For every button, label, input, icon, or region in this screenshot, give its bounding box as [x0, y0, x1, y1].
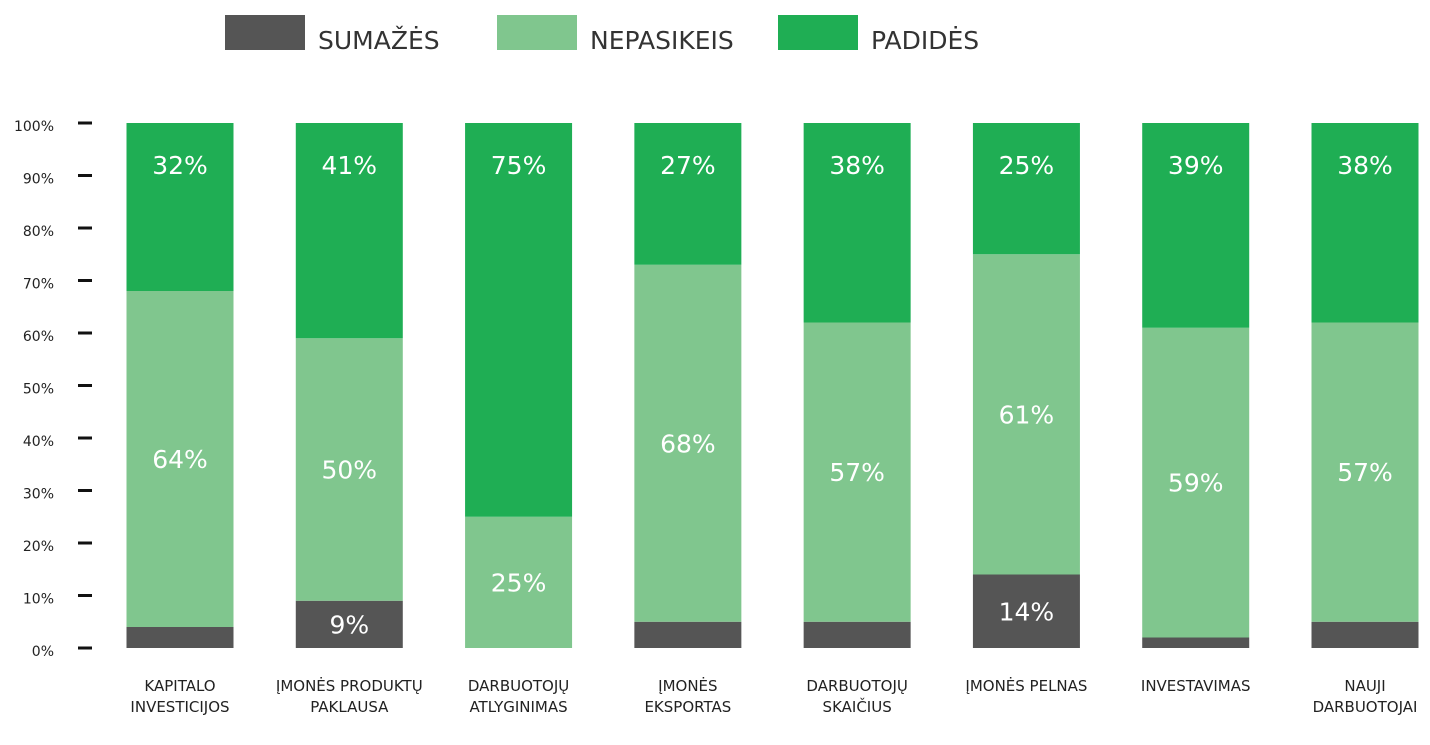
bar-segment	[1311, 621, 1419, 648]
value-label: 64%	[152, 445, 208, 474]
y-tick-label: 20%	[23, 539, 54, 555]
bar-segment	[295, 123, 403, 339]
y-tick-label: 70%	[23, 277, 54, 293]
bar-segment	[465, 123, 573, 517]
legend-label: NEPASIKEIS	[590, 26, 734, 55]
y-tick-label: 60%	[23, 329, 54, 345]
bar-segment	[972, 254, 1080, 575]
bar-segment	[803, 322, 911, 622]
bar-segment	[126, 627, 234, 648]
x-tick-label: DARBUOTOJŲ ATLYGINIMAS	[467, 677, 570, 716]
value-label: 57%	[829, 458, 885, 487]
x-tick-label: KAPITALO INVESTICIJOS	[130, 677, 230, 716]
bar-segment	[126, 123, 234, 291]
x-tick-label: ĮMONĖS PELNAS	[965, 677, 1088, 695]
y-tick-label: 0%	[32, 644, 54, 660]
bar-segment	[972, 123, 1080, 255]
value-label: 59%	[1168, 469, 1224, 498]
bar-segment	[1311, 123, 1419, 323]
y-tick-label: 40%	[23, 434, 54, 450]
value-label: 9%	[329, 610, 369, 639]
bar-segment	[465, 516, 573, 648]
x-tick-label: ĮMONĖS PRODUKTŲ PAKLAUSA	[275, 677, 423, 716]
value-label: 14%	[999, 597, 1055, 626]
legend-label: PADIDĖS	[871, 26, 979, 55]
legend-swatch	[225, 15, 305, 50]
x-tick-label: ĮMONĖS EKSPORTAS	[644, 677, 732, 716]
bar-segment	[803, 123, 911, 323]
x-tick-label: NAUJI DARBUOTOJAI	[1312, 677, 1418, 716]
x-tick-label: INVESTAVIMAS	[1140, 677, 1251, 695]
value-label: 61%	[999, 400, 1055, 429]
bar-segment	[1142, 637, 1250, 648]
value-label: 39%	[1168, 151, 1224, 180]
y-tick-label: 80%	[23, 224, 54, 240]
value-label: 27%	[660, 151, 716, 180]
bar-segment	[803, 621, 911, 648]
y-tick-label: 30%	[23, 487, 54, 503]
value-label: 25%	[999, 151, 1055, 180]
value-label: 38%	[1337, 151, 1393, 180]
y-tick-label: 90%	[23, 172, 54, 188]
bar-segment	[1142, 327, 1250, 638]
bar-segment	[126, 291, 234, 627]
value-label: 57%	[1337, 458, 1393, 487]
value-label: 68%	[660, 429, 716, 458]
value-label: 32%	[152, 151, 208, 180]
value-label: 41%	[321, 151, 377, 180]
y-tick-label: 10%	[23, 592, 54, 608]
value-label: 25%	[491, 568, 547, 597]
x-tick-label: DARBUOTOJŲ SKAIČIUS	[806, 677, 908, 716]
y-tick-label: 50%	[23, 382, 54, 398]
bar-segment	[634, 123, 742, 265]
bar-segment	[1311, 322, 1419, 622]
legend-swatch	[497, 15, 577, 50]
bar-segment	[972, 574, 1080, 648]
bar-segment	[295, 600, 403, 648]
legend-swatch	[778, 15, 858, 50]
y-tick-label: 100%	[14, 119, 54, 135]
value-label: 38%	[829, 151, 885, 180]
bar-segment	[634, 264, 742, 622]
bar-segment	[295, 338, 403, 601]
bar-segment	[634, 621, 742, 648]
value-label: 50%	[321, 456, 377, 485]
legend-label: SUMAŽĖS	[318, 26, 440, 55]
bar-segment	[1142, 123, 1250, 328]
value-label: 75%	[491, 151, 547, 180]
